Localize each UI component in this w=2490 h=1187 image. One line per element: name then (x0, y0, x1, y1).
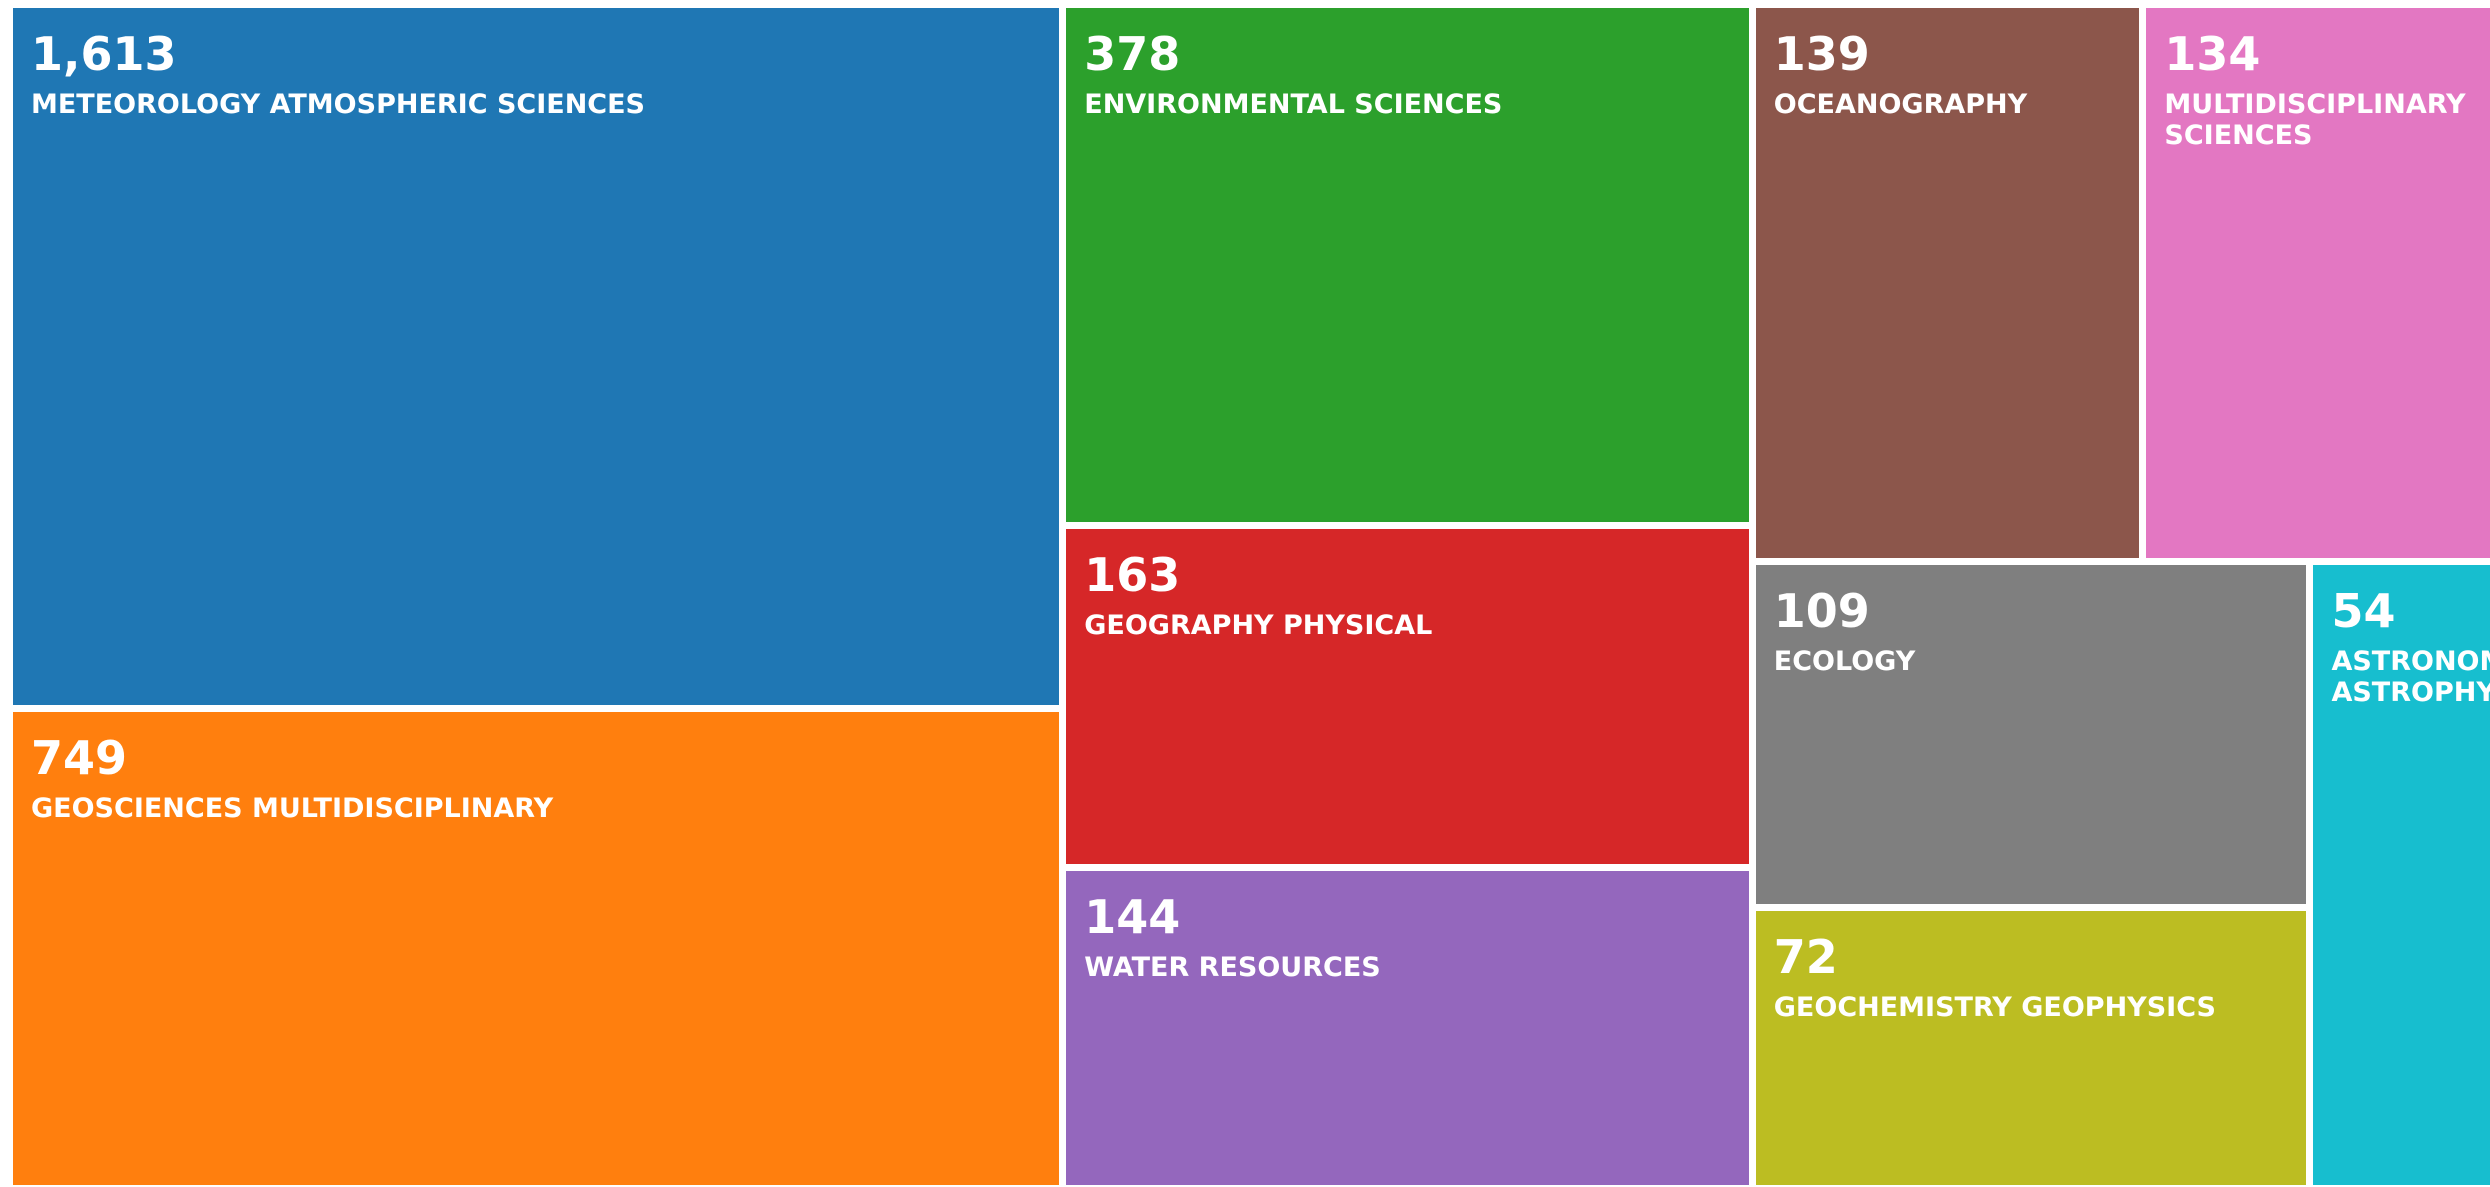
tile-value: 72 (1773, 930, 1838, 985)
tile-value: 749 (31, 731, 128, 786)
tile-value: 54 (2331, 584, 2396, 639)
tile-value: 1,613 (31, 27, 177, 81)
tile-value: 134 (2164, 27, 2261, 81)
tile: 139 OCEANOGRAPHY (1755, 8, 2140, 559)
tile-value: 139 (1773, 27, 1870, 81)
tile: 749 GEOSCIENCES MULTIDISCIPLINARY (13, 712, 1060, 1185)
tile-label: ASTRONOMY ASTROPHYSICS (2331, 646, 2490, 709)
tile-label: OCEANOGRAPHY (1773, 88, 2028, 120)
tile-label: MULTIDISCIPLINARY SCIENCES (2164, 88, 2466, 151)
tile-label: ENVIRONMENTAL SCIENCES (1084, 88, 1503, 120)
tile-label: GEOGRAPHY PHYSICAL (1084, 609, 1433, 641)
tile-label: GEOSCIENCES MULTIDISCIPLINARY (31, 793, 554, 825)
tile-value: 109 (1773, 584, 1870, 639)
tile: 144 WATER RESOURCES (1066, 870, 1749, 1185)
tile-label: METEOROLOGY ATMOSPHERIC SCIENCES (31, 88, 645, 120)
tile: 72 GEOCHEMISTRY GEOPHYSICS (1755, 911, 2307, 1185)
tile: 163 GEOGRAPHY PHYSICAL (1066, 528, 1749, 864)
tile-value: 144 (1084, 889, 1181, 944)
tile: 109 ECOLOGY (1755, 565, 2307, 905)
tile: 1,613 METEOROLOGY ATMOSPHERIC SCIENCES (13, 8, 1060, 706)
tile: 378 ENVIRONMENTAL SCIENCES (1066, 8, 1749, 522)
tile: 134 MULTIDISCIPLINARY SCIENCES (2146, 8, 2490, 559)
tile-label: WATER RESOURCES (1084, 951, 1381, 983)
tile-label: GEOCHEMISTRY GEOPHYSICS (1773, 991, 2216, 1023)
tile: 54 ASTRONOMY ASTROPHYSICS (2313, 565, 2490, 1185)
tile-value: 163 (1084, 547, 1181, 602)
tile-label: ECOLOGY (1773, 646, 1916, 678)
tile-value: 378 (1084, 27, 1181, 81)
